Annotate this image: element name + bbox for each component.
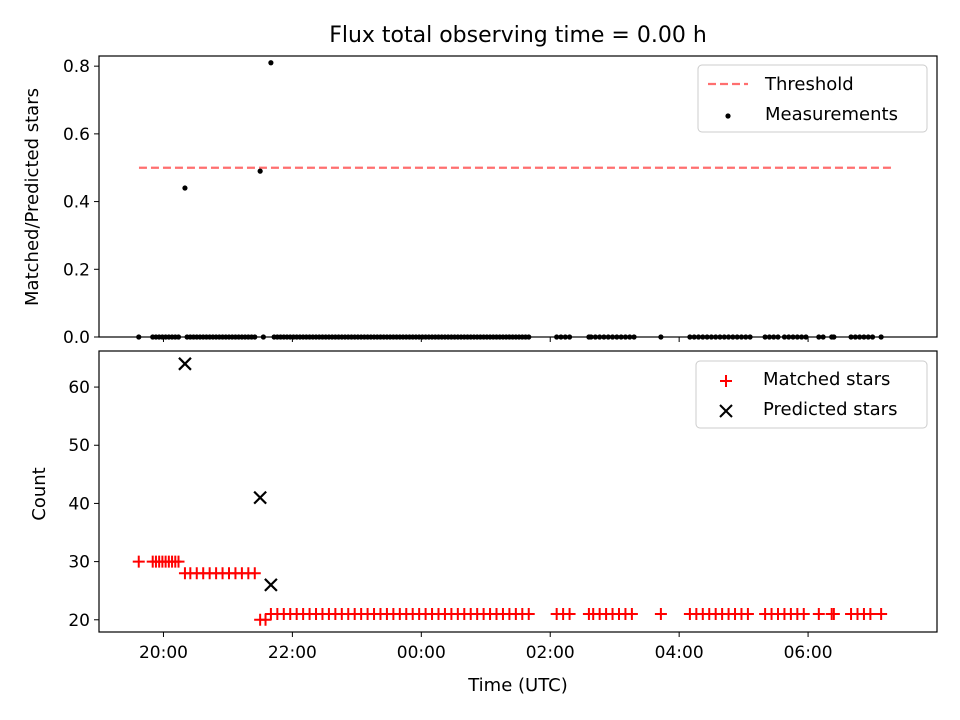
bottom-x-tick-label: 20:00 (139, 643, 188, 663)
predicted-stars-point (264, 578, 278, 592)
legend-measurements-label: Measurements (765, 104, 898, 125)
bottom-x-axis-label: Time (UTC) (467, 675, 568, 696)
matched-stars-point (741, 607, 754, 620)
top-axes-frame (98, 55, 938, 338)
bottom-x-tick-label: 00:00 (397, 643, 446, 663)
measurement-point (257, 168, 263, 174)
legend-matched-label: Matched stars (763, 369, 890, 390)
bottom-y-tick-label: 40 (68, 494, 90, 514)
bottom-y-axis-label: Count (29, 467, 50, 520)
bottom-y-tick-label: 60 (68, 378, 90, 398)
top-legend-box (697, 64, 928, 133)
legend-matched-swatch (720, 375, 732, 387)
top-y-tick-label: 0.0 (63, 328, 90, 348)
bottom-plot-area: 20:00 22:00 00:00 02:00 04:00 06:00 20 30 40 50 60 (68, 357, 888, 663)
matched-stars-point (172, 555, 185, 568)
bottom-x-tick-label: 22:00 (268, 643, 317, 663)
top-legend: Threshold Measurements (697, 64, 928, 133)
matched-stars-point (132, 555, 145, 568)
matched-stars-point (654, 607, 667, 620)
bottom-y-tick-label: 20 (68, 611, 90, 631)
bottom-x-tick-label: 06:00 (784, 643, 833, 663)
top-y-tick-label: 0.8 (63, 57, 90, 77)
top-y-tick-label: 0.2 (63, 260, 90, 280)
predicted-stars-point (178, 357, 192, 371)
matched-stars-point (864, 607, 877, 620)
top-y-axis-label: Matched/Predicted stars (22, 88, 43, 306)
legend-predicted-label: Predicted stars (763, 399, 897, 420)
bottom-legend-box (695, 360, 928, 429)
bottom-x-tick-label: 04:00 (655, 643, 704, 663)
legend-predicted-swatch (719, 404, 733, 418)
matched-stars-point (827, 607, 840, 620)
matched-stars-point (797, 607, 810, 620)
top-chart-title: Flux total observing time = 0.00 h (329, 23, 707, 48)
bottom-legend: Matched stars Predicted stars (695, 360, 928, 429)
matched-stars-point (563, 607, 576, 620)
matched-stars-point (812, 607, 825, 620)
top-y-tick-label: 0.4 (63, 193, 90, 213)
matched-stars-point (522, 607, 535, 620)
legend-measurements-swatch (725, 113, 731, 119)
legend-threshold-label: Threshold (764, 74, 854, 95)
bottom-axes-frame (98, 350, 938, 633)
matched-stars-point (625, 607, 638, 620)
matched-stars-point (875, 607, 888, 620)
matched-stars-point (248, 567, 261, 580)
top-y-tick-label: 0.6 (63, 125, 90, 145)
bottom-y-tick-label: 50 (68, 436, 90, 456)
bottom-x-tick-label: 02:00 (526, 643, 575, 663)
measurement-point (182, 185, 188, 191)
bottom-y-tick-label: 30 (68, 553, 90, 573)
measurement-point (268, 60, 274, 66)
predicted-stars-point (253, 490, 267, 505)
top-plot-area: 0.0 0.2 0.4 0.6 0.8 (63, 57, 894, 348)
matched-stars-point (259, 613, 272, 626)
